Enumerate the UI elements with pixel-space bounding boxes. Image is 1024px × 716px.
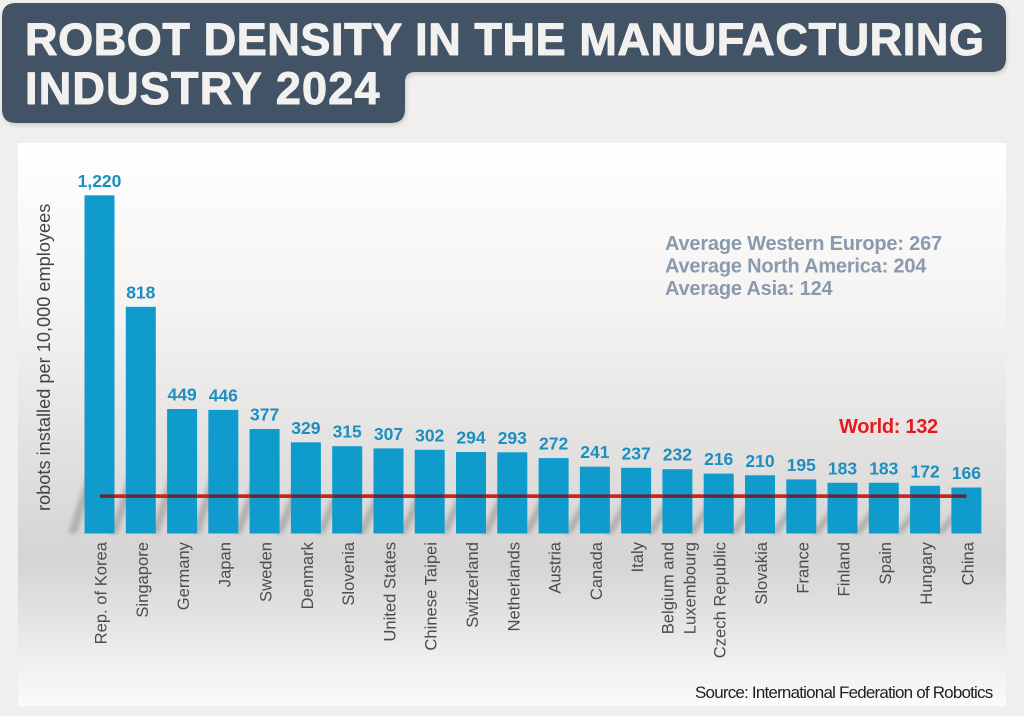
svg-text:Sweden: Sweden [257, 542, 276, 602]
svg-text:Switzerland: Switzerland [463, 542, 482, 628]
svg-text:France: France [793, 542, 812, 594]
svg-text:Germany: Germany [174, 541, 193, 610]
svg-text:United States: United States [381, 542, 400, 642]
svg-text:446: 446 [209, 385, 238, 405]
svg-text:Average Western Europe: 267: Average Western Europe: 267 [665, 233, 942, 255]
svg-text:183: 183 [869, 458, 898, 478]
svg-text:INDUSTRY 2024: INDUSTRY 2024 [25, 63, 381, 114]
svg-text:Netherlands: Netherlands [504, 542, 523, 631]
svg-text:Belgium and: Belgium and [658, 542, 677, 634]
svg-text:1,220: 1,220 [78, 171, 122, 191]
svg-text:robots installed per 10,000 em: robots installed per 10,000 employees [34, 204, 54, 511]
svg-text:ROBOT DENSITY IN THE MANUFACTU: ROBOT DENSITY IN THE MANUFACTURING [25, 14, 985, 65]
svg-text:315: 315 [333, 422, 362, 442]
svg-text:World: 132: World: 132 [839, 416, 938, 438]
svg-text:172: 172 [910, 461, 939, 481]
svg-text:166: 166 [952, 463, 981, 483]
svg-text:China: China [958, 541, 977, 585]
svg-text:Canada: Canada [587, 541, 606, 600]
svg-text:Singapore: Singapore [133, 542, 152, 618]
svg-text:329: 329 [291, 418, 320, 438]
svg-text:195: 195 [787, 455, 816, 475]
svg-text:Slovakia: Slovakia [752, 541, 771, 604]
svg-text:Chinese Taipei: Chinese Taipei [422, 542, 441, 651]
svg-text:302: 302 [415, 425, 444, 445]
svg-text:Average Asia: 124: Average Asia: 124 [665, 278, 834, 300]
svg-text:Slovenia: Slovenia [339, 541, 358, 605]
svg-text:Luxembourg: Luxembourg [680, 542, 699, 634]
svg-text:Source: International Federati: Source: International Federation of Robo… [695, 683, 993, 702]
svg-text:216: 216 [704, 449, 733, 469]
svg-text:Italy: Italy [628, 541, 647, 572]
svg-text:Austria: Austria [546, 541, 565, 593]
svg-text:293: 293 [498, 428, 527, 448]
svg-text:294: 294 [456, 428, 485, 448]
svg-text:232: 232 [663, 445, 692, 465]
svg-text:377: 377 [250, 405, 279, 425]
svg-text:818: 818 [126, 282, 155, 302]
svg-text:449: 449 [167, 385, 196, 405]
svg-text:Denmark: Denmark [298, 541, 317, 609]
svg-text:183: 183 [828, 458, 857, 478]
svg-text:272: 272 [539, 434, 568, 454]
svg-text:Japan: Japan [215, 542, 234, 587]
svg-text:237: 237 [621, 443, 650, 463]
svg-text:Finland: Finland [835, 542, 854, 596]
svg-text:Rep. of Korea: Rep. of Korea [92, 541, 111, 644]
svg-text:Average North America: 204: Average North America: 204 [665, 256, 927, 278]
svg-text:210: 210 [745, 451, 774, 471]
svg-text:Czech Republic: Czech Republic [711, 542, 730, 658]
svg-text:Spain: Spain [876, 542, 895, 584]
svg-text:307: 307 [374, 424, 403, 444]
svg-text:241: 241 [580, 442, 609, 462]
svg-text:Hungary: Hungary [917, 541, 936, 604]
